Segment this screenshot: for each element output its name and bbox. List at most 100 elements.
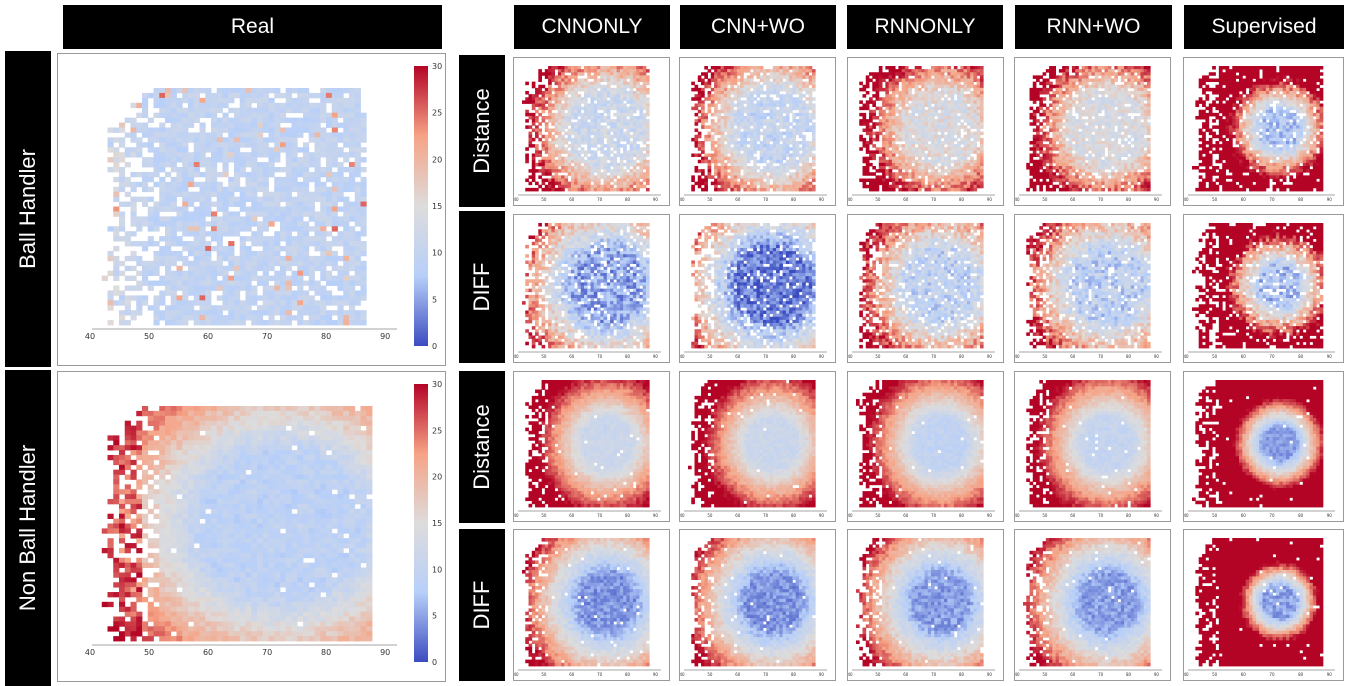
- heat-cell: [623, 131, 627, 136]
- heat-cell: [291, 636, 298, 642]
- heat-cell: [153, 250, 160, 257]
- heat-cell: [314, 547, 321, 554]
- heat-cell: [349, 454, 356, 461]
- heat-cell: [153, 167, 160, 173]
- heat-cell: [211, 513, 218, 520]
- heat-cell: [314, 621, 321, 627]
- heat-cell: [544, 128, 549, 133]
- heat-cell: [567, 91, 572, 95]
- heat-cell: [551, 150, 556, 154]
- heat-cell: [354, 611, 361, 617]
- heat-cell: [303, 142, 310, 148]
- heat-cell: [222, 196, 229, 202]
- heat-cell: [320, 621, 327, 627]
- heat-cell: [234, 216, 241, 222]
- heat-cell: [257, 88, 264, 94]
- heat-cell: [211, 562, 218, 568]
- heat-cell: [303, 611, 310, 617]
- heat-cell: [222, 88, 229, 94]
- heat-cell: [593, 81, 598, 86]
- heat-cell: [308, 464, 315, 471]
- heat-cell: [629, 109, 634, 114]
- heat-cell: [331, 621, 338, 627]
- heat-cell: [331, 538, 338, 544]
- heat-cell: [257, 236, 264, 242]
- heat-cell: [176, 503, 183, 510]
- heat-cell: [268, 410, 275, 417]
- heat-cell: [280, 494, 287, 500]
- heat-cell: [239, 280, 246, 286]
- heat-cell: [320, 102, 327, 109]
- heat-cell: [567, 131, 572, 136]
- heat-cell: [170, 626, 177, 632]
- heat-cell: [597, 78, 601, 83]
- heat-cell: [354, 122, 361, 128]
- heat-cell: [136, 216, 143, 222]
- heat-cell: [590, 169, 595, 173]
- heat-cell: [136, 295, 143, 301]
- heat-cell: [239, 406, 246, 412]
- heat-cell: [642, 131, 647, 136]
- heat-cell: [142, 196, 149, 202]
- heat-cell: [165, 255, 172, 262]
- heat-cell: [314, 538, 321, 544]
- heat-cell: [551, 147, 556, 151]
- heat-cell: [349, 440, 356, 446]
- heat-cell: [245, 562, 252, 568]
- heat-cell: [360, 415, 367, 422]
- heat-cell: [182, 290, 189, 296]
- heat-cell: [280, 305, 287, 311]
- heat-cell: [285, 508, 292, 515]
- heat-cell: [343, 430, 350, 436]
- heat-cell: [541, 106, 546, 111]
- heat-cell: [360, 226, 367, 232]
- heat-cell: [234, 92, 241, 99]
- heat-cell: [580, 137, 585, 142]
- heat-cell: [262, 601, 269, 608]
- heat-cell: [228, 152, 235, 158]
- heat-cell: [245, 499, 252, 505]
- heat-cell: [326, 290, 333, 296]
- heat-cell: [613, 72, 617, 76]
- heat-cell: [216, 186, 223, 193]
- heat-cell: [366, 567, 373, 573]
- heat-cell: [130, 250, 137, 257]
- heat-cell: [303, 518, 310, 524]
- heat-cell: [165, 611, 172, 617]
- heat-cell: [583, 162, 588, 167]
- heat-cell: [314, 92, 321, 99]
- heat-cell: [314, 435, 321, 441]
- heat-cell: [551, 94, 556, 98]
- heat-cell: [308, 260, 315, 267]
- heat-cell: [216, 469, 223, 475]
- heat-cell: [343, 587, 350, 593]
- heat-cell: [257, 122, 264, 128]
- heat-cell: [360, 464, 367, 471]
- heat-cell: [216, 415, 223, 422]
- heat-cell: [354, 147, 361, 153]
- heat-cell: [603, 128, 608, 133]
- heat-cell: [147, 171, 154, 178]
- heat-cell: [590, 137, 595, 142]
- heat-cell: [188, 572, 195, 578]
- heat-cell: [205, 255, 212, 262]
- heat-cell: [216, 171, 223, 178]
- heat-cell: [583, 187, 588, 192]
- heat-cell: [257, 102, 264, 109]
- heat-cell: [597, 84, 601, 89]
- heat-cell: [193, 523, 200, 529]
- heat-cell: [366, 415, 373, 422]
- heat-cell: [557, 137, 562, 142]
- heat-cell: [182, 241, 189, 247]
- heat-cell: [142, 445, 149, 451]
- heat-cell: [205, 270, 212, 277]
- heat-cell: [610, 119, 614, 123]
- heat-cell: [188, 275, 195, 281]
- heat-cell: [619, 153, 624, 158]
- heat-cell: [564, 156, 569, 161]
- heat-cell: [597, 178, 601, 183]
- heat-cell: [107, 601, 114, 608]
- heat-cell: [188, 152, 195, 158]
- heat-cell: [320, 425, 327, 431]
- row-label-distance-1-text: Distance: [469, 88, 495, 174]
